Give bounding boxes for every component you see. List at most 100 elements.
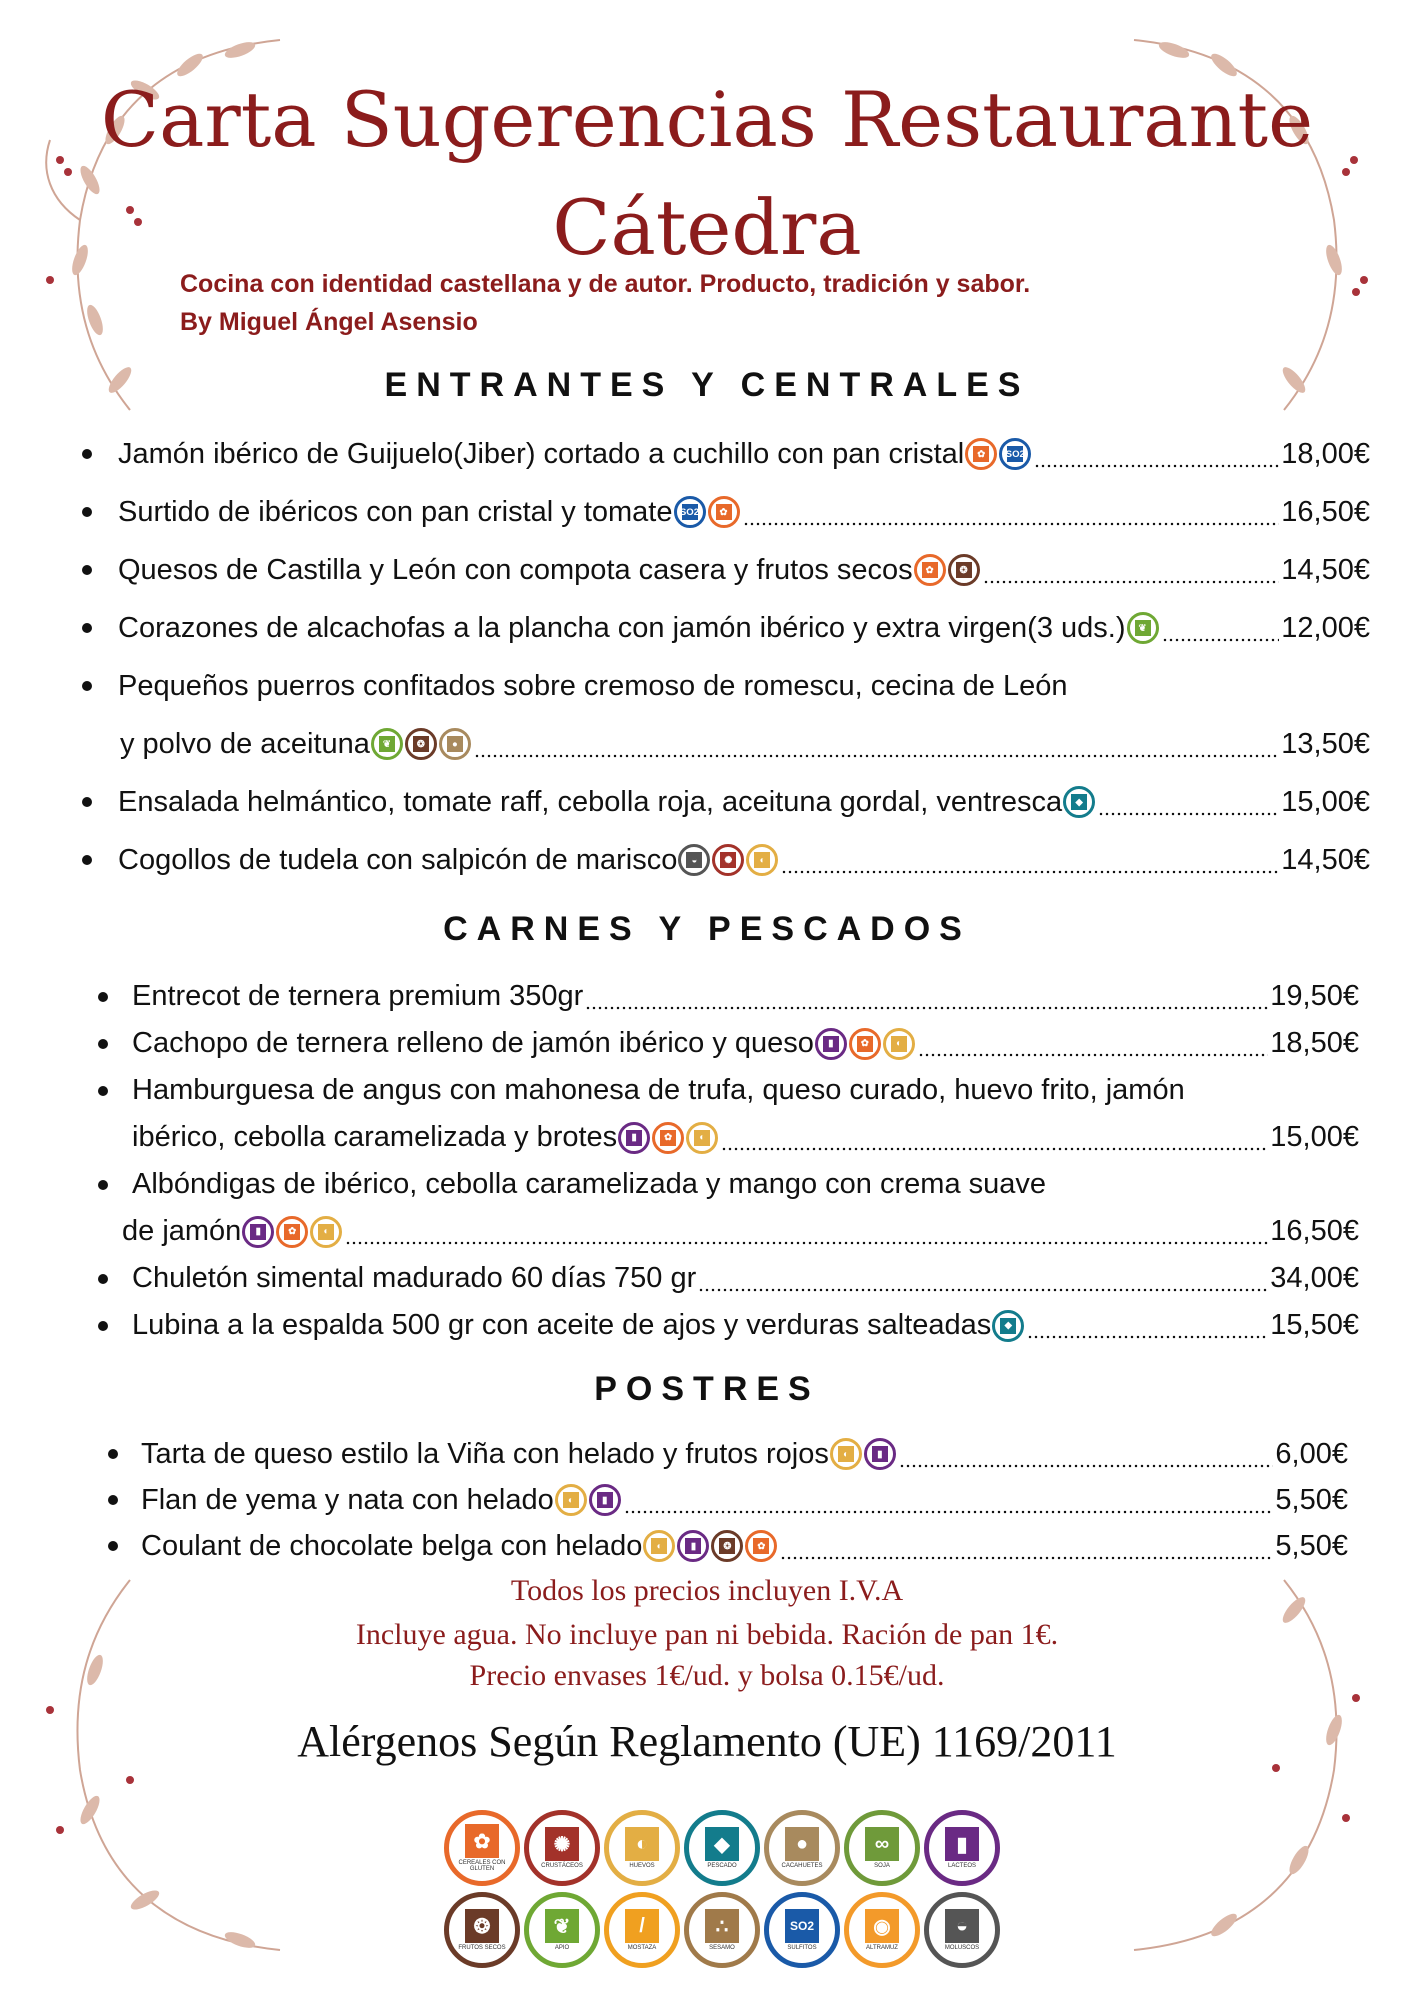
item-name: y polvo de aceituna	[120, 727, 370, 760]
item-price: 14,50€	[1281, 553, 1370, 586]
allergen-glyph: ▮	[871, 1446, 888, 1462]
cereales-allergen-icon: ✿	[745, 1530, 778, 1562]
frutos-secos-allergen-icon: ❂	[404, 728, 437, 760]
allergen-regulation-title: Alérgenos Según Reglamento (UE) 1169/201…	[297, 1717, 1117, 1766]
section-heading: CARNES Y PESCADOS	[443, 910, 971, 948]
allergen-glyph: ●	[785, 1827, 819, 1861]
item-price: 16,50€	[1281, 495, 1370, 528]
dot-leader	[742, 494, 1280, 530]
author: By Miguel Ángel Asensio	[180, 308, 478, 336]
menu-item: Corazones de alcachofas a la plancha con…	[82, 599, 1370, 657]
allergen-label: CRUSTÁCEOS	[541, 1863, 583, 1869]
bullet	[98, 1085, 108, 1096]
menu-item: Hamburguesa de angus con mahonesa de tru…	[98, 1067, 1359, 1161]
allergen-label: SOJA	[874, 1863, 890, 1869]
item-name: Jamón ibérico de Guijuelo(Jiber) cortado…	[118, 437, 965, 470]
cereales-allergen-icon: ✿	[707, 496, 740, 528]
allergen-glyph: ❂	[955, 562, 972, 578]
allergen-label: SULFITOS	[787, 1945, 817, 1951]
menu-item: Cogollos de tudela con salpicón de maris…	[82, 831, 1370, 889]
item-name: Corazones de alcachofas a la plancha con…	[118, 611, 1126, 644]
apio-legend-icon: ❦ APIO	[524, 1892, 600, 1968]
bullet	[108, 1541, 118, 1551]
menu-title-line1: Carta Sugerencias Restaurante	[100, 75, 1314, 164]
item-name: Pequeños puerros confitados sobre cremos…	[118, 669, 1068, 702]
cereales-legend-icon: ✿ CEREALES CON GLUTEN	[444, 1810, 520, 1886]
item-name: Lubina a la espalda 500 gr con aceite de…	[132, 1309, 992, 1341]
frutos-secos-allergen-icon: ❂	[711, 1530, 744, 1562]
dot-leader	[345, 1214, 1269, 1249]
menu-item: Chuletón simental madurado 60 días 750 g…	[98, 1255, 1359, 1302]
bullet	[82, 855, 92, 865]
allergen-label: SESAMO	[709, 1945, 735, 1951]
huevos-allergen-icon: ◐	[686, 1121, 719, 1154]
frutos-secos-legend-icon: ❂ FRUTOS SECOS	[444, 1892, 520, 1968]
allergen-label: HUEVOS	[629, 1863, 655, 1869]
allergen-glyph: ✿	[973, 446, 990, 462]
sesamo-legend-icon: ∴ SESAMO	[684, 1892, 760, 1968]
bullet	[98, 1038, 108, 1049]
allergen-glyph: ▮	[626, 1129, 643, 1146]
item-price: 18,00€	[1281, 437, 1370, 470]
huevos-allergen-icon: ◐	[882, 1027, 915, 1060]
dot-leader	[982, 552, 1280, 588]
item-name: Surtido de ibéricos con pan cristal y to…	[118, 495, 673, 528]
allergen-glyph: ❂	[719, 1538, 736, 1554]
dot-leader	[898, 1436, 1274, 1472]
tagline: Cocina con identidad castellana y de aut…	[180, 270, 1031, 298]
allergen-glyph: ◒	[686, 852, 703, 868]
allergen-glyph: ✿	[715, 504, 732, 520]
menu-list: Jamón ibérico de Guijuelo(Jiber) cortado…	[82, 425, 1370, 889]
dot-leader	[780, 1528, 1274, 1564]
menu-item: Ensalada helmántico, tomate raff, ceboll…	[82, 773, 1370, 831]
lacteos-allergen-icon: ▮	[588, 1484, 621, 1516]
cacahuetes-allergen-icon: ●	[438, 728, 471, 760]
sulfitos-legend-icon: SO2 SULFITOS	[764, 1892, 840, 1968]
frutos-secos-allergen-icon: ❂	[947, 554, 980, 586]
note-packaging: Precio envases 1€/ud. y bolsa 0.15€/ud.	[469, 1659, 945, 1692]
item-price: 19,50€	[1270, 980, 1359, 1012]
menu-title-line2: Cátedra	[552, 183, 862, 272]
allergen-glyph: ✿	[465, 1824, 499, 1858]
menu-item: Jamón ibérico de Guijuelo(Jiber) cortado…	[82, 425, 1370, 483]
floral-decoration-top-right	[1133, 39, 1368, 411]
allergen-glyph: ◆	[1000, 1317, 1017, 1334]
item-price: 18,50€	[1270, 1027, 1359, 1059]
bullet	[82, 623, 92, 633]
allergen-glyph: ✿	[856, 1035, 873, 1052]
allergen-label: FRUTOS SECOS	[458, 1945, 506, 1951]
allergen-glyph: ▮	[250, 1223, 267, 1240]
menu-item: Pequeños puerros confitados sobre cremos…	[82, 657, 1370, 773]
item-name: Chuletón simental madurado 60 días 750 g…	[132, 1262, 697, 1294]
dot-leader	[721, 1120, 1269, 1155]
allergen-label: MOSTAZA	[627, 1945, 657, 1951]
menu-item: Coulant de chocolate belga con helado ◐ ▮ ❂…	[108, 1523, 1348, 1569]
allergen-legend: ✿ CEREALES CON GLUTEN ✺ CRUSTÁCEOS ◐ HUEVOS ◆ P…	[444, 1810, 1004, 1968]
allergen-glyph: ❦	[378, 736, 395, 752]
dot-leader	[585, 979, 1269, 1014]
allergen-glyph: ∴	[705, 1909, 739, 1943]
item-price: 5,50€	[1275, 1483, 1348, 1516]
huevos-legend-icon: ◐ HUEVOS	[604, 1810, 680, 1886]
section-heading: ENTRANTES Y CENTRALES	[384, 366, 1030, 404]
allergen-glyph: ❦	[545, 1909, 579, 1943]
allergen-glyph: ◐	[890, 1035, 907, 1052]
bullet	[98, 1179, 108, 1190]
lacteos-legend-icon: ▮ LACTEOS	[924, 1810, 1000, 1886]
menu-item: Albóndigas de ibérico, cebolla carameliz…	[98, 1161, 1359, 1255]
item-name: Ensalada helmántico, tomate raff, ceboll…	[118, 785, 1063, 818]
allergen-glyph: ▮	[596, 1492, 613, 1508]
lacteos-allergen-icon: ▮	[677, 1530, 710, 1562]
menu-list: Tarta de queso estilo la Viña con helado…	[108, 1431, 1348, 1569]
allergen-glyph: ✿	[660, 1129, 677, 1146]
dot-leader	[917, 1026, 1269, 1061]
item-name: Flan de yema y nata con helado	[141, 1483, 554, 1516]
allergen-glyph: ◐	[694, 1129, 711, 1146]
dot-leader	[1098, 784, 1280, 820]
moluscos-legend-icon: ◒ MOLUSCOS	[924, 1892, 1000, 1968]
allergen-glyph: ✺	[545, 1827, 579, 1861]
allergen-glyph: ◉	[865, 1909, 899, 1943]
item-name: de jamón	[122, 1215, 242, 1247]
allergen-glyph: ✺	[720, 852, 737, 868]
item-name: Tarta de queso estilo la Viña con helado…	[141, 1437, 829, 1470]
